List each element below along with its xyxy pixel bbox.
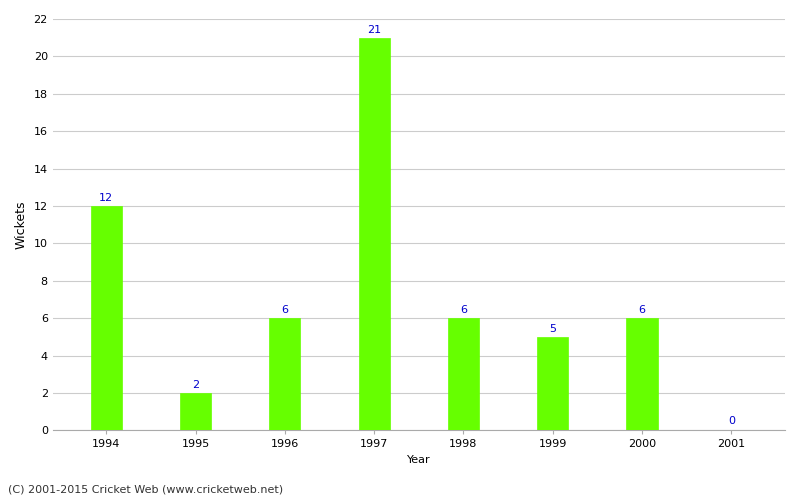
Text: 6: 6 (282, 306, 288, 316)
Bar (448, 318, 479, 430)
X-axis label: Year: Year (407, 455, 430, 465)
Y-axis label: Wickets: Wickets (15, 200, 28, 249)
Bar (270, 318, 301, 430)
Text: 21: 21 (367, 25, 382, 35)
Text: (C) 2001-2015 Cricket Web (www.cricketweb.net): (C) 2001-2015 Cricket Web (www.cricketwe… (8, 485, 283, 495)
Text: 2: 2 (192, 380, 199, 390)
Text: 6: 6 (638, 306, 646, 316)
Text: 5: 5 (550, 324, 556, 334)
Text: 0: 0 (728, 416, 735, 426)
Text: 12: 12 (99, 193, 114, 203)
Bar (537, 337, 569, 430)
Bar (358, 38, 390, 430)
Bar (180, 393, 211, 430)
Bar (626, 318, 658, 430)
Text: 6: 6 (460, 306, 467, 316)
Bar (90, 206, 122, 430)
